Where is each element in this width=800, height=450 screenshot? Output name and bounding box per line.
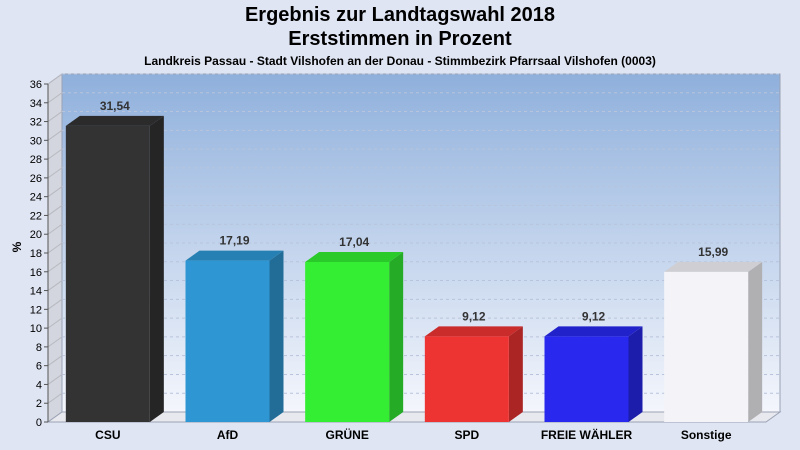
x-tick-label: Sonstige [681, 428, 732, 442]
bar-top [544, 326, 643, 337]
y-tick-label: 26 [30, 173, 42, 185]
y-tick-label: 16 [30, 267, 42, 279]
y-tick-label: 28 [30, 154, 42, 166]
chart-title: Ergebnis zur Landtagswahl 2018 [244, 4, 556, 26]
y-tick-label: 30 [30, 135, 42, 147]
gridline-side [47, 392, 63, 404]
gridline-side [47, 355, 63, 367]
gridline-side [47, 298, 63, 310]
y-tick-label: 12 [30, 304, 42, 316]
bar-side [748, 261, 763, 422]
gridline-side [47, 317, 63, 329]
gridline-side [47, 280, 63, 291]
y-tick-label: 32 [30, 117, 42, 129]
x-tick-label: AfD [217, 428, 239, 442]
bar-side [269, 250, 284, 422]
chart-subtitle: Landkreis Passau - Stadt Vilshofen an de… [144, 54, 656, 68]
y-tick-label: 2 [36, 398, 42, 410]
bar-spd [424, 336, 509, 422]
bar-gr-ne [305, 262, 390, 422]
gridline-side [47, 73, 63, 85]
plot-background [61, 73, 781, 413]
bar-side [508, 326, 523, 422]
bar-sonstige [664, 271, 749, 422]
chart-title-line2: Erststimmen in Prozent [288, 28, 512, 50]
y-tick-label: 14 [30, 286, 42, 298]
gridline-side [47, 374, 63, 385]
y-tick-label: 24 [30, 192, 42, 204]
bar-top [65, 115, 164, 126]
bar-csu [65, 125, 150, 422]
bar-top [424, 326, 523, 337]
bar-top [305, 252, 404, 263]
gridline-side [47, 111, 63, 122]
x-tick-label: CSU [95, 428, 120, 442]
data-label: 9,12 [582, 309, 606, 323]
gridline-side [47, 242, 63, 254]
y-tick-label: 0 [36, 417, 42, 429]
y-tick-label: 20 [30, 229, 42, 241]
gridline-side [47, 92, 63, 104]
bar-top [185, 250, 284, 261]
gridline-side [47, 205, 63, 216]
data-label: 15,99 [698, 245, 728, 259]
bar-afd [185, 260, 270, 422]
x-tick-label: FREIE WÄHLER [541, 427, 633, 442]
data-label: 31,54 [100, 99, 130, 113]
bar-side [389, 252, 404, 422]
y-tick-label: 10 [30, 323, 42, 335]
y-tick-label: 36 [30, 79, 42, 91]
gridline-side [47, 167, 63, 179]
y-tick-label: 8 [36, 342, 42, 354]
data-label: 17,19 [219, 234, 249, 248]
gridline-side [47, 129, 63, 141]
gridline-side [47, 186, 63, 198]
y-tick-label: 34 [30, 98, 42, 110]
y-tick-label: 18 [30, 248, 42, 260]
gridline-side [47, 261, 63, 273]
bar-side [628, 326, 643, 422]
x-tick-label: GRÜNE [325, 427, 368, 442]
data-label: 9,12 [462, 309, 486, 323]
bar-top [664, 261, 763, 272]
gridline-side [47, 223, 63, 235]
y-axis-label: % [10, 241, 24, 252]
x-tick-label: SPD [454, 428, 479, 442]
y-tick-label: 4 [36, 379, 42, 391]
gridline-side [47, 148, 63, 160]
y-tick-label: 6 [36, 361, 42, 373]
y-tick-label: 22 [30, 210, 42, 222]
gridline-side [47, 336, 63, 348]
bar-freie-w-hler [544, 336, 629, 422]
bar-side [149, 115, 164, 422]
data-label: 17,04 [339, 235, 369, 249]
